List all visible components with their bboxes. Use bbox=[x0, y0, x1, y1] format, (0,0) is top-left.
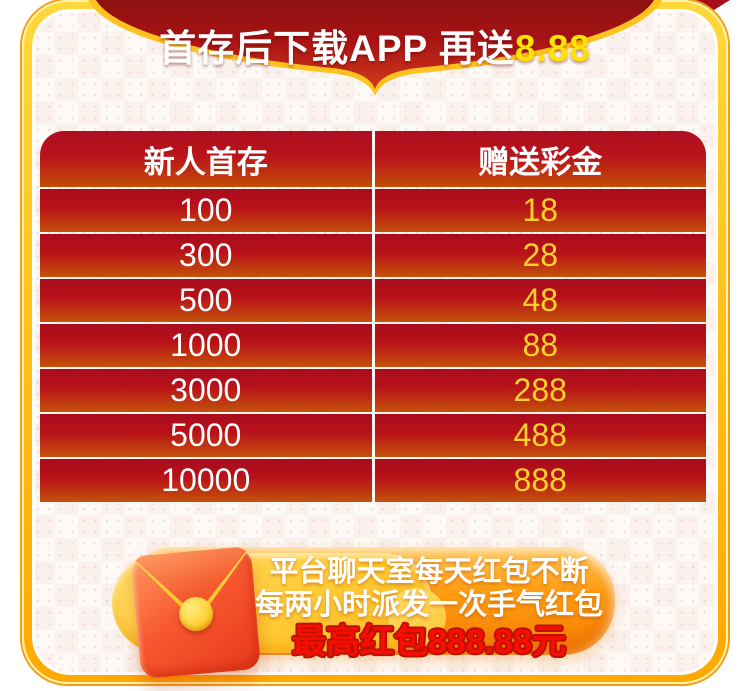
deposit-cell: 1000 bbox=[40, 324, 372, 367]
banner-ribbon-shape bbox=[88, 0, 662, 96]
deposit-bonus-table: 新人首存 赠送彩金 100 18 300 28 500 48 1000 88 3… bbox=[40, 131, 706, 502]
deposit-cell: 500 bbox=[40, 279, 372, 322]
banner-title-text: 首存后下载APP 再送 bbox=[159, 28, 515, 69]
deposit-cell: 100 bbox=[40, 189, 372, 232]
bonus-cell: 28 bbox=[374, 234, 706, 277]
bonus-cell: 48 bbox=[374, 279, 706, 322]
corner-ribbon-accent bbox=[690, 0, 730, 10]
promo-line-2: 每两小时派发一次手气红包 bbox=[254, 589, 603, 621]
deposit-cell: 300 bbox=[40, 234, 372, 277]
bonus-cell: 488 bbox=[374, 414, 706, 457]
deposit-cell: 10000 bbox=[40, 459, 372, 502]
promo-text-block: 平台聊天室每天红包不断 每两小时派发一次手气红包 最高红包888.88元 bbox=[248, 556, 610, 660]
banner-title-highlight: 8.88 bbox=[514, 28, 591, 69]
bonus-cell: 888 bbox=[374, 459, 706, 502]
gold-splash-lobe bbox=[388, 588, 446, 646]
table-header-bonus: 赠送彩金 bbox=[374, 131, 706, 187]
bonus-cell: 88 bbox=[374, 324, 706, 367]
top-banner[interactable]: 首存后下载APP 再送8.88 bbox=[88, 0, 662, 100]
banner-title: 首存后下载APP 再送8.88 bbox=[88, 18, 662, 72]
table-header-deposit: 新人首存 bbox=[40, 131, 372, 187]
deposit-cell: 5000 bbox=[40, 414, 372, 457]
promo-line-1: 平台聊天室每天红包不断 bbox=[269, 556, 589, 588]
promo-line-max-amount: 最高红包888.88元 bbox=[292, 623, 566, 661]
bonus-cell: 288 bbox=[374, 369, 706, 412]
bonus-cell: 18 bbox=[374, 189, 706, 232]
deposit-cell: 3000 bbox=[40, 369, 372, 412]
red-envelope-icon bbox=[131, 547, 262, 679]
